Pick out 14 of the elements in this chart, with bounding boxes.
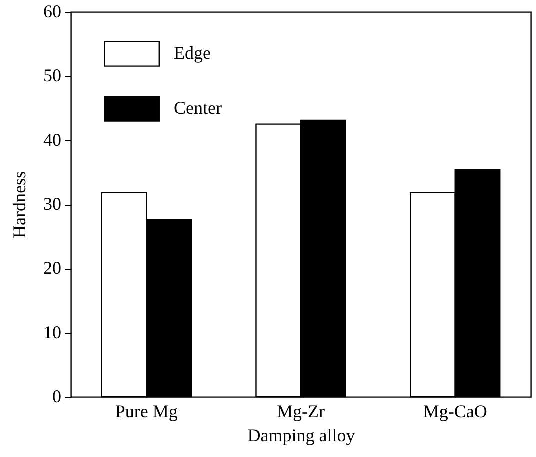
y-tick-label: 50 — [44, 66, 62, 86]
x-tick-label: Mg-CaO — [423, 402, 488, 422]
legend-label: Edge — [174, 43, 211, 63]
x-tick-label: Mg-Zr — [277, 402, 325, 422]
y-tick-label: 30 — [44, 194, 62, 214]
y-tick-label: 10 — [44, 322, 62, 342]
y-tick-label: 20 — [44, 258, 62, 278]
y-tick-label: 40 — [44, 130, 62, 150]
legend-label: Center — [174, 98, 222, 118]
y-tick-label: 0 — [52, 386, 62, 406]
x-axis-title: Damping alloy — [248, 426, 356, 446]
y-axis-title: Hardness — [10, 172, 30, 238]
x-tick-label: Pure Mg — [115, 402, 178, 422]
y-tick-label: 60 — [44, 2, 62, 22]
